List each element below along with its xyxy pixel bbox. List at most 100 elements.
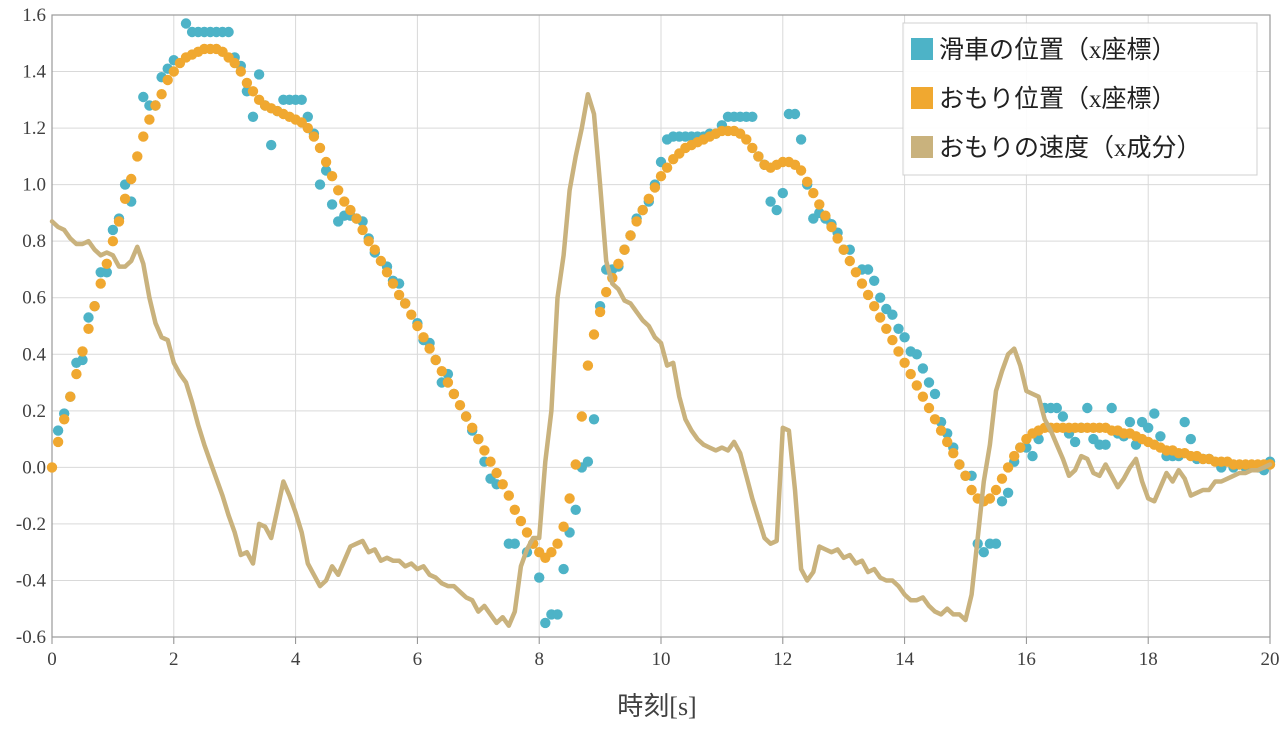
data-point <box>747 142 758 154</box>
data-point <box>302 122 313 134</box>
data-point <box>777 187 788 199</box>
data-point <box>631 216 642 227</box>
data-point <box>570 504 581 515</box>
data-point <box>826 221 837 233</box>
data-point <box>381 267 393 278</box>
data-point <box>241 77 253 89</box>
data-point <box>101 267 113 278</box>
data-point <box>77 354 88 366</box>
data-point <box>418 332 429 343</box>
legend: 滑車の位置（x座標） おもり位置（x座標） おもりの速度（x成分） <box>902 22 1258 176</box>
data-point <box>430 354 441 366</box>
x-tick-label: 4 <box>291 649 301 670</box>
data-point <box>150 100 161 111</box>
data-point <box>424 343 435 354</box>
series-2 <box>46 43 1276 563</box>
y-tick-label: 0.2 <box>22 401 46 422</box>
data-point <box>326 199 338 210</box>
data-point <box>1027 450 1038 462</box>
data-point <box>448 388 460 400</box>
data-point <box>899 357 910 368</box>
data-point <box>1069 436 1081 448</box>
data-point <box>966 484 977 496</box>
data-point <box>893 346 904 357</box>
y-tick-label: 1.0 <box>22 175 46 196</box>
data-point <box>156 89 167 100</box>
series-line <box>49 91 1273 628</box>
data-point <box>619 244 630 255</box>
data-point <box>52 436 64 448</box>
data-point <box>107 224 119 236</box>
x-tick-label: 20 <box>1261 649 1280 670</box>
data-point <box>875 292 886 303</box>
data-point <box>765 196 776 207</box>
data-point <box>406 309 417 320</box>
data-point <box>491 467 502 479</box>
y-tick-label: 0.8 <box>22 231 46 252</box>
data-point <box>869 301 880 312</box>
data-point <box>235 66 246 77</box>
data-point <box>467 422 478 433</box>
data-point <box>929 414 941 425</box>
data-point <box>83 323 94 334</box>
data-point <box>582 360 594 371</box>
data-point <box>552 609 563 620</box>
data-point <box>454 400 466 411</box>
data-point <box>77 346 88 357</box>
y-tick-label: -0.2 <box>16 514 46 535</box>
data-point <box>850 267 862 278</box>
data-point <box>132 151 143 162</box>
data-point <box>808 187 819 199</box>
x-tick-label: 6 <box>413 649 423 670</box>
data-point <box>862 264 874 275</box>
data-point <box>747 111 758 123</box>
x-tick-label: 18 <box>1139 649 1158 670</box>
data-point <box>838 244 849 255</box>
data-point <box>1057 411 1069 422</box>
data-point <box>887 334 898 346</box>
data-point <box>917 391 929 402</box>
data-point <box>101 258 113 269</box>
data-point <box>1155 431 1166 442</box>
data-point <box>990 484 1002 496</box>
data-point <box>1185 433 1197 445</box>
data-point <box>1002 462 1014 473</box>
data-point <box>601 286 612 298</box>
data-point <box>893 323 904 334</box>
plot-frame <box>51 14 1271 638</box>
x-tick-label: 2 <box>169 649 179 670</box>
legend-swatch <box>911 87 933 109</box>
y-tick-label: -0.6 <box>16 627 46 648</box>
legend-swatch <box>911 38 933 60</box>
x-tick-label: 8 <box>534 649 544 670</box>
y-tick-label: -0.4 <box>16 570 47 591</box>
data-point <box>442 377 454 388</box>
plot-area <box>46 18 1276 629</box>
data-point <box>83 312 94 323</box>
data-point <box>996 473 1008 484</box>
data-point <box>326 171 338 182</box>
legend-label: おもりの速度（x成分） <box>939 134 1202 162</box>
data-point <box>387 278 399 289</box>
legend-box <box>902 22 1258 176</box>
data-point <box>369 244 380 255</box>
data-point <box>1009 450 1020 462</box>
data-point <box>771 204 782 216</box>
data-point <box>546 547 557 558</box>
data-point <box>534 572 545 583</box>
data-point <box>107 236 119 247</box>
data-point <box>875 312 886 323</box>
data-point <box>400 298 411 309</box>
data-point <box>1143 422 1154 433</box>
y-tick-label: 1.2 <box>22 118 46 139</box>
data-point <box>869 275 880 286</box>
data-point <box>1051 402 1063 414</box>
data-point <box>844 255 855 267</box>
data-point <box>911 380 922 391</box>
data-point <box>570 459 581 470</box>
axes: -0.6 -0.4 -0.2 0.0 0.2 0.4 0.6 0.8 1.0 1.2 1.4 1.6 0… <box>16 5 1280 670</box>
data-point <box>144 114 155 125</box>
data-point <box>314 142 326 154</box>
data-point <box>649 182 661 193</box>
